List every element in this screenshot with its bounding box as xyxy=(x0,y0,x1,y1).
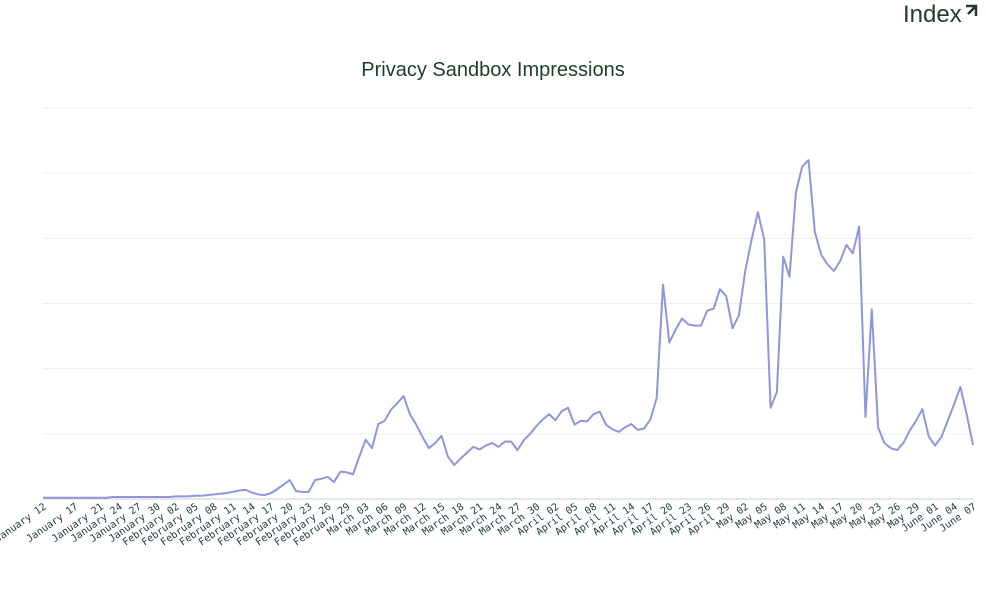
data-line xyxy=(43,159,974,499)
chart-title: Privacy Sandbox Impressions xyxy=(361,59,624,81)
brand-logo: Index xyxy=(903,1,962,28)
brand-arrow xyxy=(966,4,978,16)
